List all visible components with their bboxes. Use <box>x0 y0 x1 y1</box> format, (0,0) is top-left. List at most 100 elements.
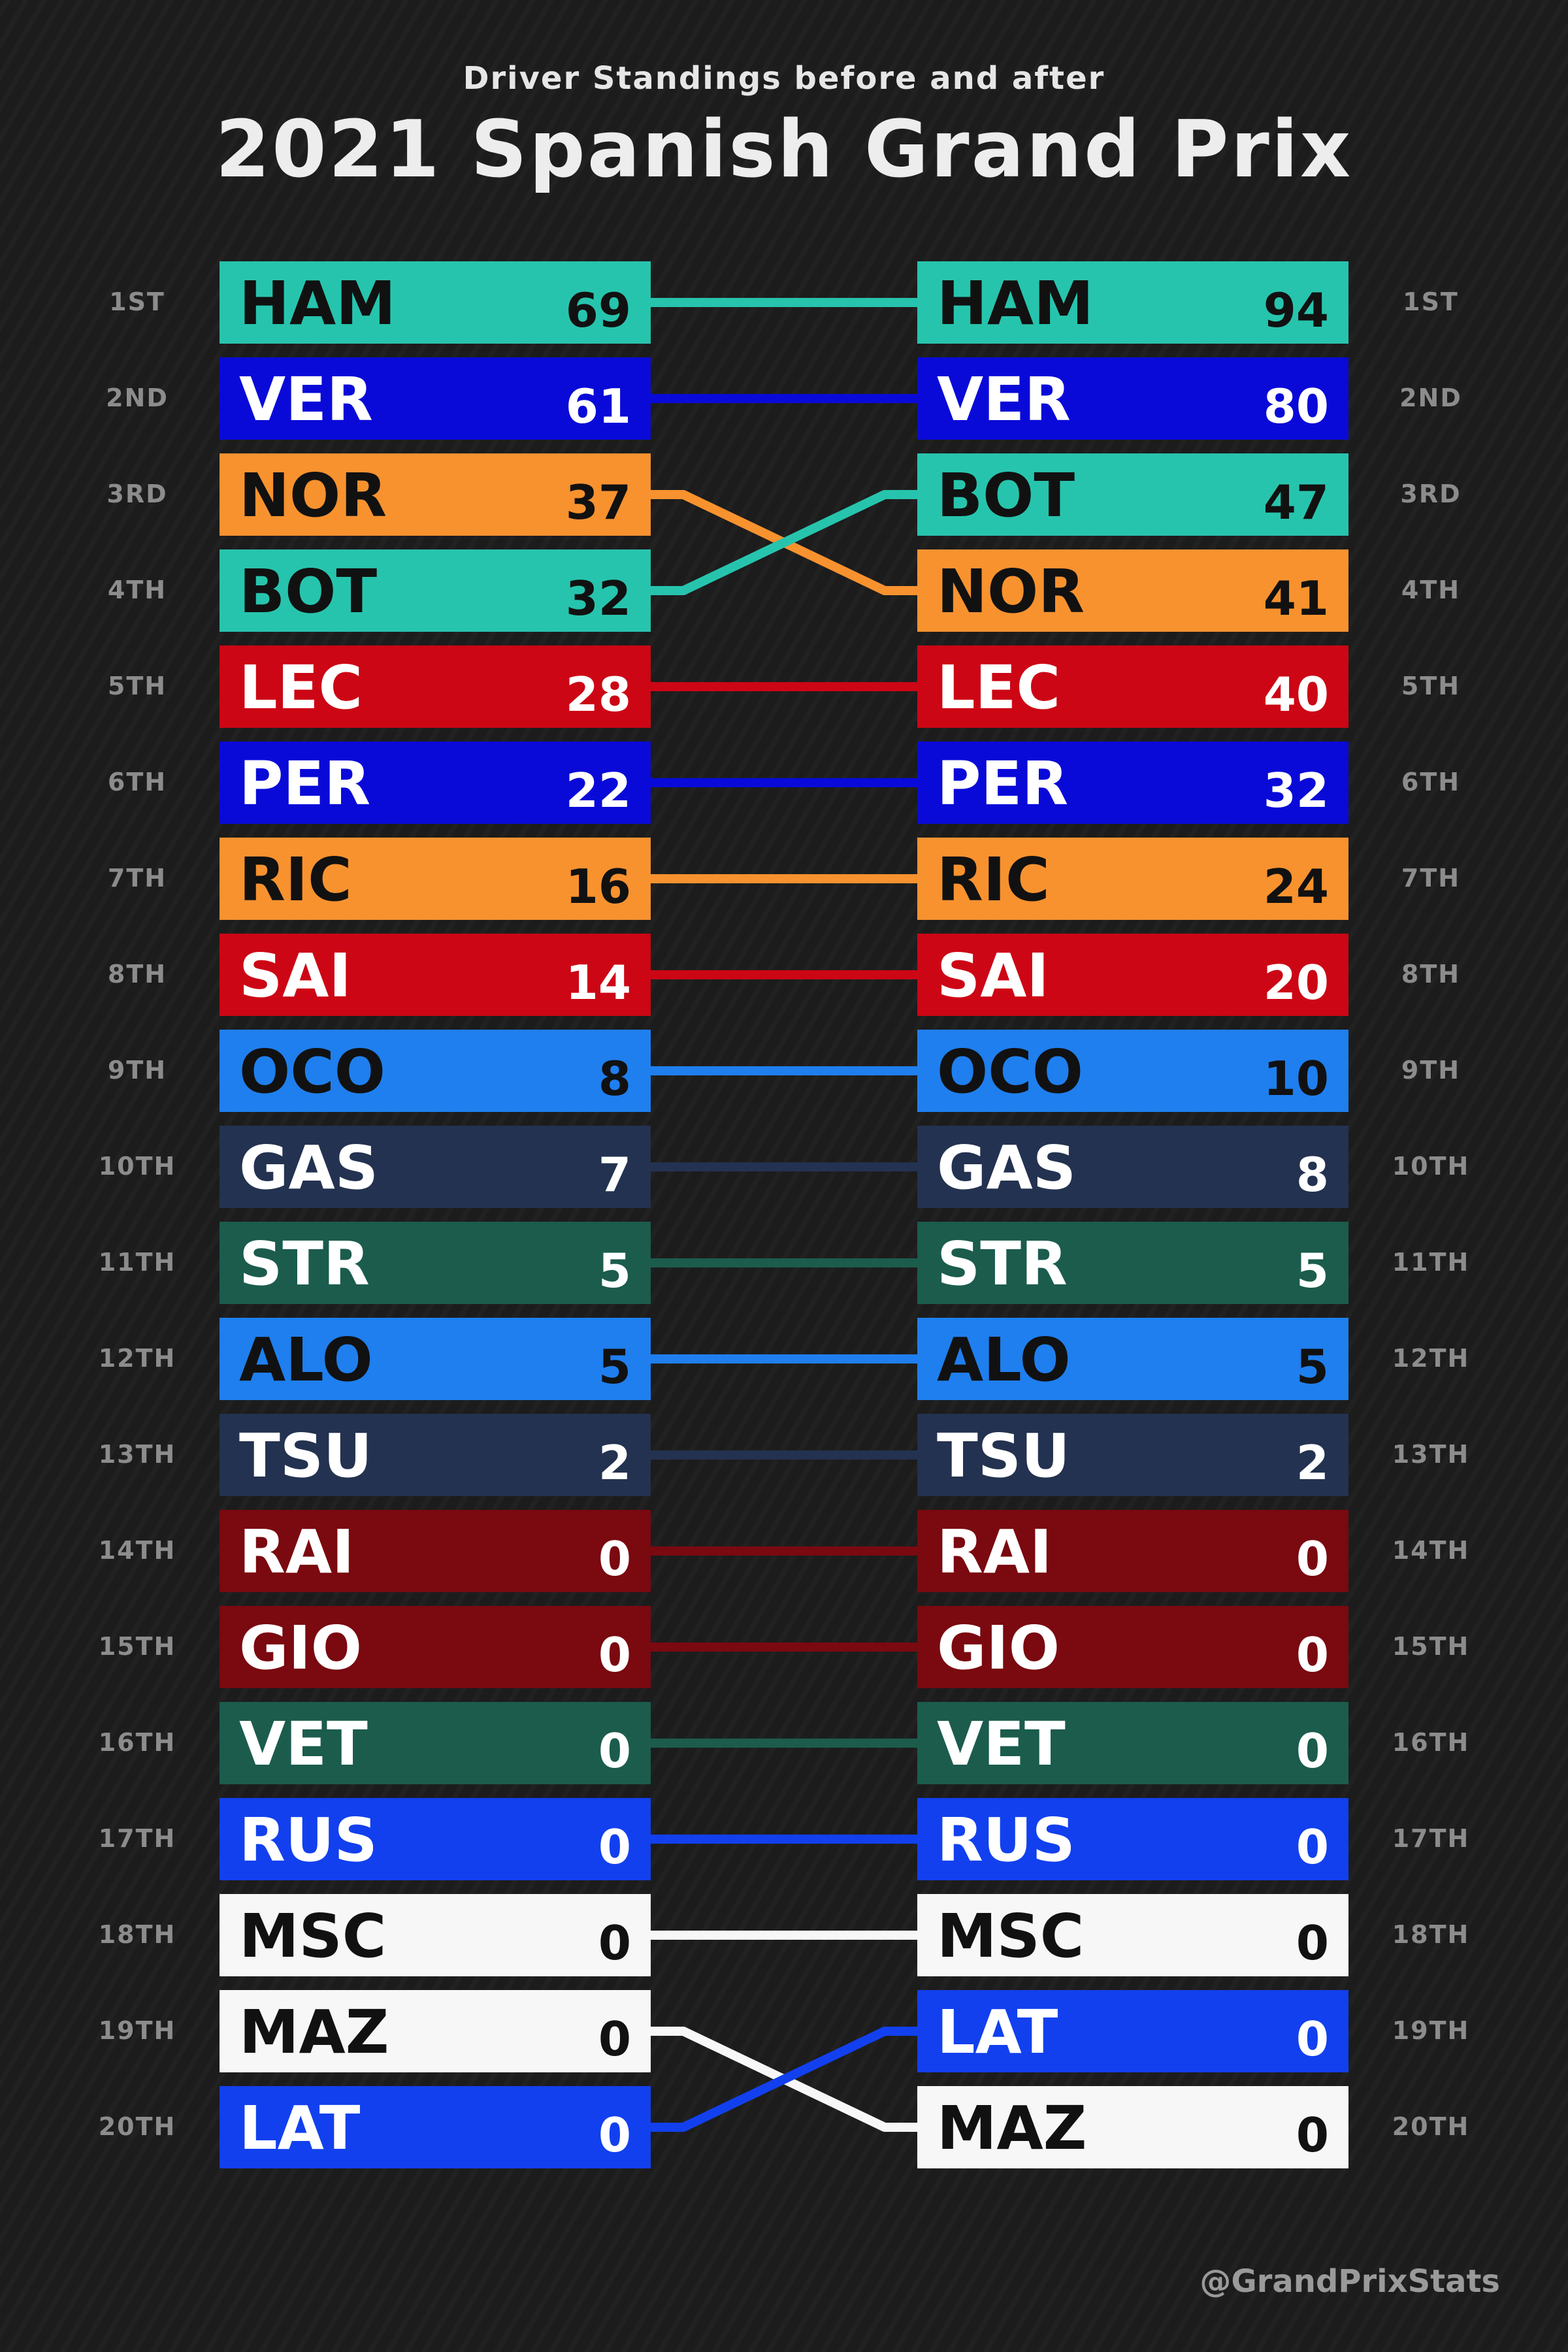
before-points-label: 2 <box>598 1435 631 1490</box>
before-points-label: 0 <box>598 1916 631 1970</box>
after-box-bg <box>917 357 1348 440</box>
before-driver-label: SAI <box>239 941 351 1011</box>
rank-left-10: 10TH <box>99 1152 176 1181</box>
before-driver-label: GAS <box>239 1133 378 1203</box>
after-box-bg <box>917 934 1348 1016</box>
after-driver-label: SAI <box>937 941 1049 1011</box>
rank-left-7: 7TH <box>108 864 167 892</box>
after-driver-label: RUS <box>937 1805 1075 1875</box>
before-points-label: 61 <box>566 379 631 434</box>
before-box-bg <box>220 1798 651 1880</box>
after-box-bg <box>917 645 1348 728</box>
after-box-bg <box>917 1606 1348 1688</box>
after-box-bg <box>917 2086 1348 2168</box>
after-points-label: 8 <box>1296 1147 1329 1202</box>
before-driver-label: RAI <box>239 1517 354 1587</box>
after-points-label: 0 <box>1296 1627 1329 1682</box>
before-points-label: 0 <box>598 1531 631 1586</box>
after-driver-label: RIC <box>937 845 1050 915</box>
before-points-label: 16 <box>566 859 631 914</box>
after-driver-label: STR <box>937 1229 1068 1299</box>
before-box-lat: LAT 0 <box>220 2086 651 2168</box>
before-box-ver: VER 61 <box>220 357 651 440</box>
rank-left-19: 19TH <box>99 2016 176 2045</box>
rank-right-6: 6TH <box>1401 768 1460 796</box>
rank-right-16: 16TH <box>1392 1728 1470 1757</box>
after-driver-label: RAI <box>937 1517 1052 1587</box>
rank-right-1: 1ST <box>1403 287 1459 316</box>
after-driver-label: VET <box>937 1709 1066 1779</box>
after-box-bg <box>917 1414 1348 1496</box>
after-box-nor: NOR 41 <box>917 549 1348 632</box>
before-box-bg <box>220 1318 651 1400</box>
before-box-bg <box>220 1510 651 1592</box>
rank-right-8: 8TH <box>1401 960 1460 988</box>
before-box-bg <box>220 453 651 536</box>
before-driver-label: TSU <box>239 1421 372 1491</box>
rank-right-11: 11TH <box>1392 1248 1470 1277</box>
after-driver-label: ALO <box>937 1325 1071 1395</box>
rank-right-12: 12TH <box>1392 1344 1470 1373</box>
rank-right-2: 2ND <box>1399 384 1462 412</box>
rank-right-18: 18TH <box>1392 1920 1470 1949</box>
before-box-bg <box>220 645 651 728</box>
before-box-bg <box>220 2086 651 2168</box>
after-driver-label: GIO <box>937 1613 1060 1683</box>
before-box-gio: GIO 0 <box>220 1606 651 1688</box>
before-box-bg <box>220 1606 651 1688</box>
after-points-label: 2 <box>1296 1435 1329 1490</box>
rank-right-5: 5TH <box>1401 672 1460 700</box>
after-box-bg <box>917 1318 1348 1400</box>
ranks-layer: 1ST 1ST 2ND 2ND 3RD 3RD 4TH 4TH 5TH 5TH 6TH 6TH 7TH 7… <box>99 287 1470 2141</box>
before-box-bot: BOT 32 <box>220 549 651 632</box>
before-driver-label: MAZ <box>239 1997 389 2067</box>
before-box-maz: MAZ 0 <box>220 1990 651 2072</box>
before-box-rai: RAI 0 <box>220 1510 651 1592</box>
rank-left-16: 16TH <box>99 1728 176 1757</box>
before-box-tsu: TSU 2 <box>220 1414 651 1496</box>
rank-right-4: 4TH <box>1401 576 1460 604</box>
after-points-label: 40 <box>1264 667 1329 722</box>
after-points-label: 0 <box>1296 1820 1329 1874</box>
after-box-bg <box>917 1894 1348 1976</box>
before-driver-label: HAM <box>239 269 396 338</box>
before-box-bg <box>220 1414 651 1496</box>
before-box-bg <box>220 1702 651 1784</box>
after-box-per: PER 32 <box>917 742 1348 824</box>
after-points-label: 0 <box>1296 1723 1329 1778</box>
rank-left-12: 12TH <box>99 1344 176 1373</box>
chart-subtitle: Driver Standings before and after <box>463 60 1105 97</box>
after-box-bg <box>917 453 1348 536</box>
after-points-label: 0 <box>1296 1916 1329 1970</box>
rank-right-3: 3RD <box>1400 480 1461 508</box>
after-box-vet: VET 0 <box>917 1702 1348 1784</box>
after-points-label: 80 <box>1264 379 1329 434</box>
rank-left-15: 15TH <box>99 1632 176 1661</box>
rank-left-1: 1ST <box>109 287 165 316</box>
before-box-bg <box>220 1222 651 1304</box>
connector-lat <box>651 2027 917 2132</box>
after-box-rus: RUS 0 <box>917 1798 1348 1880</box>
rank-right-20: 20TH <box>1392 2112 1470 2141</box>
before-box-oco: OCO 8 <box>220 1030 651 1112</box>
before-box-lec: LEC 28 <box>220 645 651 728</box>
before-driver-label: VET <box>239 1709 368 1779</box>
rank-left-4: 4TH <box>108 576 167 604</box>
before-points-label: 14 <box>566 955 631 1010</box>
after-driver-label: BOT <box>937 461 1075 531</box>
before-box-bg <box>220 1990 651 2072</box>
after-driver-label: TSU <box>937 1421 1070 1491</box>
after-box-bg <box>917 1702 1348 1784</box>
before-box-per: PER 22 <box>220 742 651 824</box>
rank-left-2: 2ND <box>106 384 169 412</box>
before-driver-label: VER <box>239 365 373 434</box>
before-points-label: 5 <box>598 1339 631 1394</box>
after-points-label: 10 <box>1264 1051 1329 1106</box>
before-box-bg <box>220 934 651 1016</box>
before-points-label: 22 <box>566 763 631 818</box>
after-box-bg <box>917 1222 1348 1304</box>
after-box-bg <box>917 742 1348 824</box>
before-box-bg <box>220 838 651 920</box>
